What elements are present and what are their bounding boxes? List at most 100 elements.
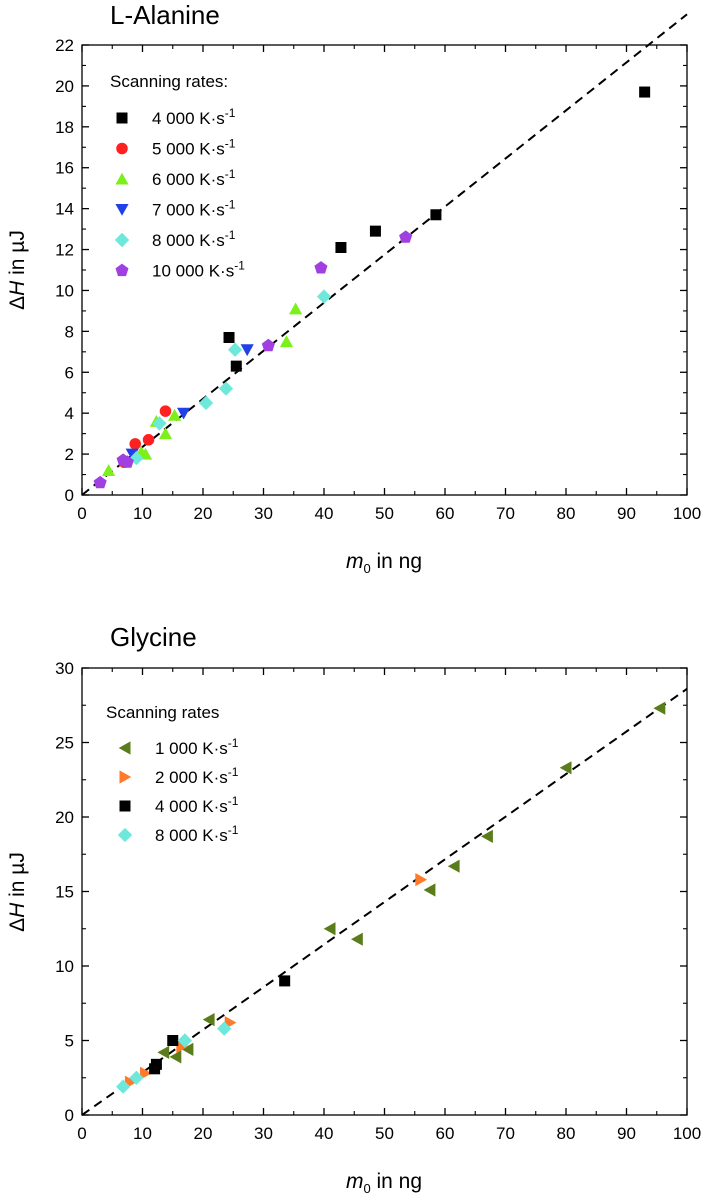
data-point: [129, 438, 142, 450]
legend-marker: [117, 827, 133, 843]
x-tick-label: 100: [673, 504, 701, 523]
x-tick-label: 80: [557, 504, 576, 523]
x-tick-label: 90: [617, 504, 636, 523]
y-tick-label: 0: [65, 1106, 74, 1125]
x-axis-label: m0 in ng: [346, 1170, 422, 1196]
y-tick-label: 5: [65, 1032, 74, 1051]
y-tick-label: 25: [55, 734, 74, 753]
data-point: [279, 975, 291, 987]
legend-marker: [114, 232, 130, 248]
data-point: [167, 1035, 179, 1046]
data-point: [481, 829, 493, 843]
data-point: [177, 407, 191, 420]
legend-label: 7 000 K·s-1: [152, 198, 236, 220]
data-point: [423, 883, 436, 897]
data-point: [93, 475, 107, 489]
y-axis-label: ΔH in µJ: [6, 852, 29, 932]
data-point: [125, 448, 139, 461]
data-point: [223, 332, 235, 343]
data-point: [217, 1021, 232, 1036]
x-tick-label: 10: [133, 1124, 152, 1143]
y-tick-label: 22: [55, 36, 74, 55]
y-tick-label: 20: [55, 77, 74, 96]
x-tick-label: 0: [77, 504, 86, 523]
x-axis-label: m0 in ng: [346, 550, 422, 576]
data-point: [181, 1042, 194, 1056]
data-point: [430, 209, 442, 221]
legend-label: 8 000 K·s-1: [155, 823, 239, 845]
chart-title: L-Alanine: [110, 0, 220, 30]
y-tick-label: 4: [65, 404, 74, 423]
data-point: [140, 1066, 152, 1080]
y-tick-label: 15: [55, 883, 74, 902]
data-point: [116, 1079, 131, 1094]
x-tick-label: 20: [194, 1124, 213, 1143]
data-point: [279, 335, 294, 348]
legend-label: 2 000 K·s-1: [155, 765, 239, 787]
x-tick-label: 30: [254, 1124, 273, 1143]
x-tick-label: 70: [496, 1124, 515, 1143]
data-point: [176, 1039, 189, 1054]
legend-marker: [118, 741, 131, 755]
data-point: [230, 360, 242, 372]
data-point: [369, 225, 381, 237]
x-tick-label: 60: [436, 1124, 455, 1143]
chart-title: Glycine: [110, 622, 197, 652]
data-point: [202, 1013, 215, 1027]
y-tick-label: 20: [55, 808, 74, 827]
y-tick-label: 10: [55, 281, 74, 300]
x-tick-label: 90: [617, 1124, 636, 1143]
legend-label: 5 000 K·s-1: [152, 137, 236, 159]
legend-marker: [116, 112, 128, 124]
y-axis-label: ΔH in µJ: [6, 230, 29, 310]
plot-frame: [81, 667, 688, 1116]
data-point: [158, 427, 173, 440]
y-tick-label: 30: [55, 659, 74, 678]
data-point: [129, 1070, 144, 1085]
data-point: [653, 701, 666, 715]
legend-marker: [116, 142, 128, 155]
data-point: [157, 1045, 170, 1059]
y-tick-label: 18: [55, 118, 74, 137]
y-tick-label: 0: [65, 486, 74, 505]
legend: Scanning rates 1 000 K·s-1 2 000 K·s-1 4 0…: [106, 703, 239, 845]
data-point: [415, 873, 428, 887]
data-point: [399, 230, 413, 243]
legend-label: 4 000 K·s-1: [155, 794, 239, 816]
y-tick-label: 16: [55, 159, 74, 178]
data-point: [168, 408, 182, 421]
x-tick-label: 70: [496, 504, 515, 523]
x-tick-label: 50: [375, 1124, 394, 1143]
chart-l-alanine: L-Alanine 0 10 20 30 40 50 60 70 80 90 100 0 2 4 6 8 10 1…: [6, 0, 701, 576]
y-tick-label: 8: [65, 322, 74, 341]
legend-title: Scanning rates: [106, 703, 219, 722]
data-point: [351, 932, 363, 946]
x-tick-label: 0: [77, 1124, 86, 1143]
data-point: [120, 455, 134, 468]
data-point: [159, 405, 172, 417]
data-point: [323, 922, 336, 936]
data-point: [218, 381, 234, 396]
legend: Scanning rates: 4 000 K·s-1 5 000 K·s-1 6 …: [110, 72, 245, 281]
legend-marker: [119, 770, 132, 784]
y-tick-label: 6: [65, 363, 74, 382]
legend-marker: [115, 204, 129, 216]
data-point: [177, 1033, 192, 1048]
data-points: [116, 701, 666, 1094]
y-tick-label: 12: [55, 241, 74, 260]
data-points: [93, 86, 651, 489]
data-point: [447, 859, 460, 873]
x-tick-label: 40: [315, 1124, 334, 1143]
legend-marker: [115, 172, 129, 185]
x-tick-label: 60: [436, 504, 455, 523]
data-point: [102, 464, 116, 476]
legend-title: Scanning rates:: [110, 72, 228, 91]
x-tick-label: 100: [673, 1124, 701, 1143]
legend-label: 10 000 K·s-1: [152, 259, 245, 281]
data-point: [289, 302, 303, 315]
x-tick-label: 50: [375, 504, 394, 523]
legend-marker: [115, 263, 129, 277]
data-point: [335, 242, 347, 253]
legend-label: 1 000 K·s-1: [155, 736, 239, 758]
